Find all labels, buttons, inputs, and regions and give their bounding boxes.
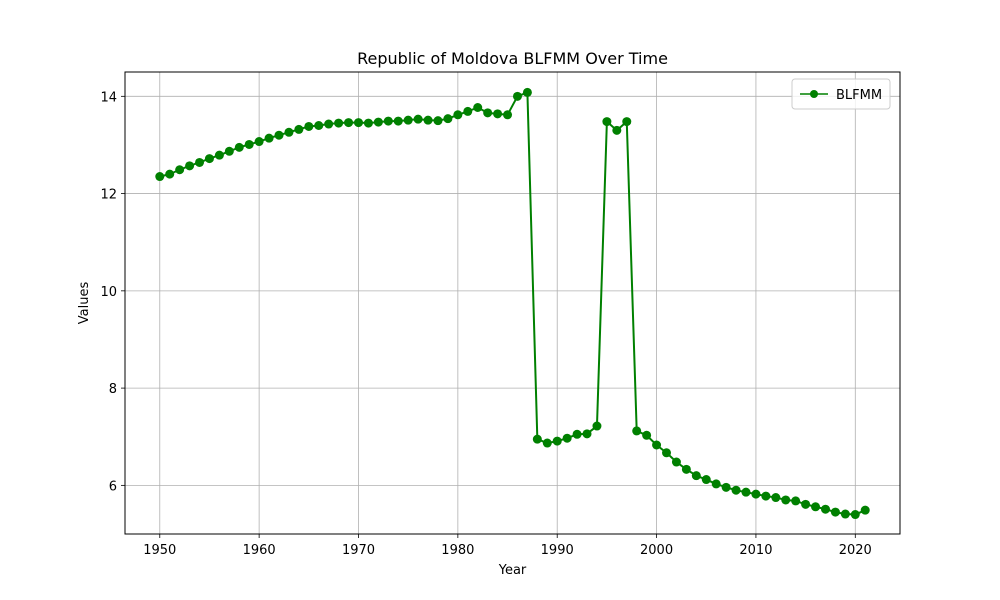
plot-area-frame — [124, 71, 901, 535]
data-point — [572, 429, 582, 439]
data-point — [791, 496, 801, 506]
data-point — [175, 165, 185, 175]
data-point — [195, 157, 205, 167]
data-point — [503, 110, 513, 120]
data-point — [612, 125, 622, 135]
data-point — [642, 430, 652, 440]
data-point — [671, 457, 681, 467]
legend: BLFMM — [791, 78, 891, 110]
data-point — [721, 482, 731, 492]
data-point — [353, 118, 363, 128]
x-tick-label: 2000 — [640, 543, 673, 558]
data-point — [214, 150, 224, 160]
data-point — [532, 434, 542, 444]
data-point — [711, 479, 721, 489]
grid-lines — [125, 72, 900, 534]
data-point — [731, 485, 741, 495]
data-point — [403, 115, 413, 125]
data-point — [264, 133, 274, 143]
data-point — [473, 103, 483, 113]
data-point — [801, 499, 811, 509]
data-point — [522, 87, 532, 97]
data-point — [840, 509, 850, 519]
data-point — [284, 127, 294, 137]
x-tick-label: 1980 — [441, 543, 474, 558]
data-point — [592, 421, 602, 431]
data-point — [582, 429, 592, 439]
y-tick-label: 6 — [109, 479, 117, 494]
data-point — [652, 440, 662, 450]
y-tick-label: 10 — [100, 285, 117, 300]
data-point — [254, 137, 264, 147]
x-tick-label: 1960 — [243, 543, 276, 558]
data-point — [483, 108, 493, 118]
data-point — [761, 491, 771, 501]
data-point — [542, 438, 552, 448]
x-tick-label: 2020 — [839, 543, 872, 558]
x-axis-label: Year — [498, 563, 527, 578]
data-point — [850, 510, 860, 520]
data-point — [512, 91, 522, 101]
data-point — [830, 507, 840, 517]
data-point — [771, 493, 781, 503]
data-point — [811, 502, 821, 512]
data-point — [274, 130, 284, 140]
data-point — [552, 436, 562, 446]
x-tick-label: 1950 — [143, 543, 176, 558]
data-point — [433, 116, 443, 126]
data-point — [681, 464, 691, 474]
data-point — [622, 117, 632, 127]
data-point — [602, 117, 612, 127]
data-point — [423, 115, 433, 125]
data-point — [304, 121, 314, 131]
data-point — [234, 142, 244, 152]
data-point — [155, 172, 165, 182]
data-point — [344, 118, 354, 128]
data-point — [224, 146, 234, 156]
x-tick-label: 1990 — [541, 543, 574, 558]
data-point — [324, 119, 334, 129]
data-point — [314, 120, 324, 130]
data-point — [632, 426, 642, 436]
data-point — [363, 118, 373, 128]
series-layer — [155, 87, 870, 520]
data-point — [165, 169, 175, 179]
x-axis-ticks: 1950 1960 1970 1980 1990 2000 2010 2020 — [143, 534, 872, 558]
data-point — [373, 117, 383, 127]
y-axis-label: Values — [77, 282, 92, 325]
legend-entry-label: BLFMM — [836, 88, 882, 103]
legend-box — [791, 78, 891, 110]
data-point — [662, 448, 672, 458]
data-point — [185, 161, 195, 171]
data-point — [383, 116, 393, 126]
data-point — [294, 124, 304, 134]
data-point — [741, 487, 751, 497]
data-point — [413, 114, 423, 124]
data-point — [463, 106, 473, 116]
x-tick-label: 2010 — [739, 543, 772, 558]
data-point — [820, 504, 830, 514]
y-tick-label: 14 — [100, 90, 117, 105]
data-point — [244, 139, 254, 149]
data-point — [443, 114, 453, 124]
data-point — [701, 475, 711, 485]
data-point — [562, 433, 572, 443]
data-point — [493, 109, 503, 119]
data-point — [860, 505, 870, 515]
chart-title: Republic of Moldova BLFMM Over Time — [357, 49, 668, 68]
data-point — [691, 471, 701, 481]
data-point — [393, 116, 403, 126]
x-tick-label: 1970 — [342, 543, 375, 558]
y-tick-label: 8 — [109, 382, 117, 397]
y-axis-ticks: 6 8 10 12 14 — [100, 90, 125, 494]
data-point — [204, 154, 214, 164]
data-point — [751, 489, 761, 499]
y-tick-label: 12 — [100, 188, 117, 203]
data-point — [334, 118, 344, 128]
data-point — [453, 110, 463, 120]
data-point — [781, 495, 791, 505]
legend-marker-swatch — [810, 90, 818, 98]
